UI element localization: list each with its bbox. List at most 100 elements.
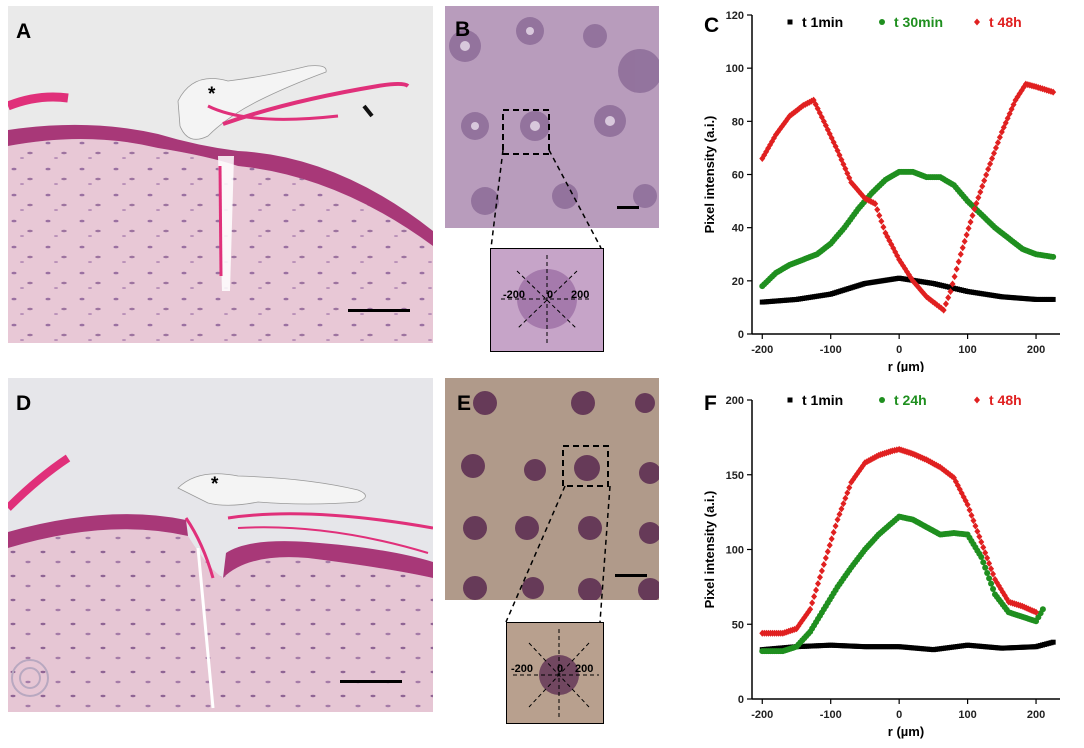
data-point <box>798 103 805 111</box>
data-point <box>952 478 959 486</box>
data-point <box>840 160 847 168</box>
data-point <box>828 535 835 543</box>
x-axis-title: r (µm) <box>888 359 924 372</box>
x-tick-label: -200 <box>751 344 773 356</box>
microscopy-image-e <box>445 378 659 600</box>
data-point <box>1033 608 1040 616</box>
inset-e-cross <box>513 629 599 719</box>
y-tick-label: 120 <box>726 10 744 22</box>
y-tick-label: 0 <box>738 694 744 706</box>
data-point <box>909 277 916 285</box>
data-point <box>905 271 912 279</box>
data-point <box>850 475 857 483</box>
data-point <box>826 541 833 549</box>
chart-c: 0 20 40 60 80 100 120 -200 -100 0 100 200 r (µm) Pixe… <box>702 10 1060 372</box>
zoom-lines-b <box>490 150 602 249</box>
data-point <box>999 588 1006 596</box>
data-point <box>784 115 791 123</box>
data-point <box>990 570 997 578</box>
data-point <box>965 224 972 232</box>
data-point <box>986 559 993 567</box>
x-tick-label: 200 <box>1027 344 1045 356</box>
series-t-1min <box>759 639 1056 653</box>
y-tick-label: 80 <box>732 116 744 128</box>
data-point <box>824 548 831 556</box>
data-point <box>828 134 835 142</box>
data-point <box>967 218 974 226</box>
panel-label-e: E <box>457 392 472 415</box>
asterisk-marker-a: * <box>208 84 216 105</box>
data-point <box>977 188 984 196</box>
data-point <box>947 287 954 295</box>
panel-label-b: B <box>455 18 471 41</box>
data-point <box>991 575 998 583</box>
data-point <box>976 533 983 541</box>
data-point <box>998 128 1005 136</box>
data-point <box>894 252 901 260</box>
series-t-30min <box>759 168 1057 290</box>
data-point <box>1050 88 1057 96</box>
data-point <box>979 182 986 190</box>
inset-b-cross <box>501 255 591 345</box>
asterisk-marker-d: * <box>211 474 219 495</box>
y-axis-title: Pixel intensity (a.i.) <box>702 116 717 234</box>
inset-e-label-right: 200 <box>575 663 594 675</box>
data-point <box>931 299 938 307</box>
panel-b-microscopy-image: B <box>445 6 659 228</box>
data-point <box>844 489 851 497</box>
x-tick-label: 100 <box>958 344 976 356</box>
data-point <box>1050 253 1057 260</box>
x-tick-label: 200 <box>1027 709 1045 721</box>
data-point <box>981 177 988 185</box>
data-point <box>971 205 978 213</box>
data-point <box>938 304 945 312</box>
series-t-1min <box>759 275 1056 305</box>
data-point <box>1020 83 1027 91</box>
data-point <box>953 265 960 273</box>
histology-image-d <box>8 378 433 712</box>
histology-image-a <box>8 6 433 343</box>
data-point <box>1003 595 1010 603</box>
data-point <box>850 181 857 189</box>
y-axis-title: Pixel intensity (a.i.) <box>702 491 717 609</box>
data-point <box>929 298 936 306</box>
y-tick-label: 150 <box>726 470 744 482</box>
data-point <box>796 104 803 112</box>
legend-label: t 48h <box>989 14 1022 30</box>
data-point <box>1016 90 1023 98</box>
data-point <box>774 128 781 136</box>
inset-e-label-center: 0 <box>557 663 564 675</box>
y-tick-label: 60 <box>732 170 744 182</box>
data-point <box>1050 639 1056 645</box>
x-tick-label: 100 <box>958 709 976 721</box>
data-point <box>957 250 964 258</box>
data-point <box>917 286 924 294</box>
data-point <box>840 500 847 508</box>
data-point <box>880 223 887 231</box>
zoom-lines-e <box>505 485 611 623</box>
data-point <box>797 619 804 627</box>
data-point <box>973 199 980 207</box>
data-point <box>842 494 849 502</box>
data-point <box>945 294 952 302</box>
y-tick-label: 0 <box>738 329 744 341</box>
data-point <box>793 625 800 633</box>
data-point <box>805 608 812 616</box>
data-point <box>984 554 991 562</box>
data-point <box>807 605 814 613</box>
data-point <box>818 113 825 121</box>
data-point <box>836 510 843 518</box>
legend-marker <box>787 19 793 25</box>
data-point <box>939 465 946 473</box>
data-point <box>815 580 821 588</box>
inset-b-zoom: -200 0 200 <box>490 248 604 352</box>
legend-label: t 30min <box>894 14 943 30</box>
data-point <box>878 217 885 225</box>
data-point <box>980 543 987 551</box>
data-point <box>818 567 825 575</box>
data-point <box>838 156 845 164</box>
data-point <box>949 280 956 288</box>
data-point <box>761 151 768 159</box>
panel-label-d: D <box>16 392 32 415</box>
data-point <box>959 244 966 252</box>
